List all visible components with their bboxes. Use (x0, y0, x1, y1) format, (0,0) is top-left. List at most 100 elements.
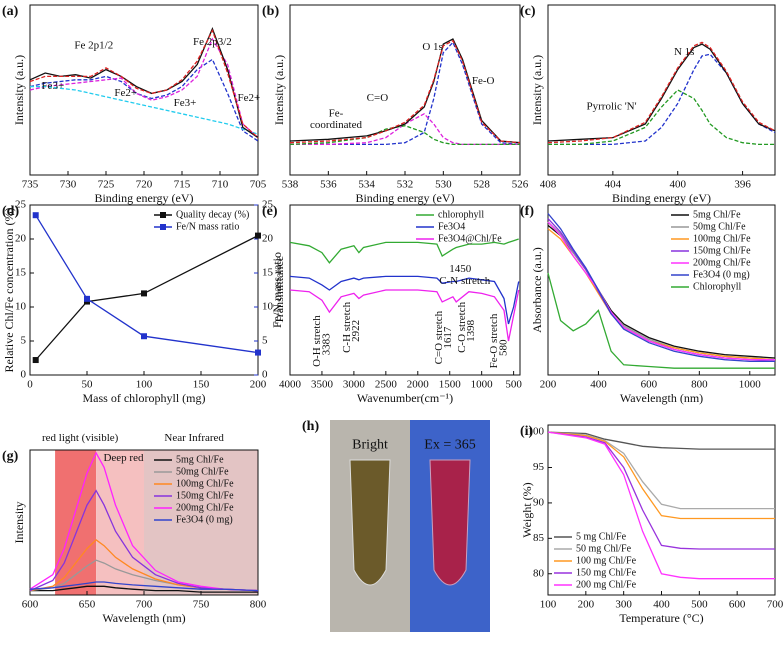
x-tick-label: 3000 (343, 379, 366, 391)
annotation: Deep red (103, 452, 144, 464)
x-tick-label: 400 (590, 379, 607, 391)
x-tick-label: 700 (767, 599, 784, 611)
annotation: O-H stretch (311, 315, 323, 367)
annotation: O 1s (422, 41, 442, 53)
y-tick-label: 90 (533, 496, 545, 508)
x-axis-label: Mass of chlorophyll (mg) (83, 391, 206, 405)
x-tick-label: 500 (691, 599, 708, 611)
legend-label: 50 mg Chl/Fe (576, 543, 632, 554)
legend-label: 200 mg Chl/Fe (576, 579, 637, 590)
x-tick-label: 530 (435, 179, 452, 191)
annotation: coordinated (310, 119, 362, 131)
x-tick-label: 200 (250, 379, 267, 391)
annotation: Fe-O (472, 75, 495, 87)
marker (32, 212, 39, 219)
plot-frame (289, 4, 521, 176)
series-line (547, 221, 775, 361)
x-tick-label: 710 (212, 179, 229, 191)
marker (141, 333, 147, 340)
series-line (35, 235, 259, 361)
y-axis-label: Weight (%) (520, 482, 534, 537)
panel-label: (b) (262, 4, 279, 19)
annotation: Ex = 365 (424, 438, 475, 453)
series-line (547, 431, 775, 550)
x-tick-label: 400 (653, 599, 670, 611)
x-tick-label: 715 (174, 179, 191, 191)
x-tick-label: 600 (22, 599, 39, 611)
y-tick-label: 10 (15, 301, 27, 313)
x-tick-label: 2000 (407, 379, 430, 391)
legend-label: Quality decay (%) (176, 209, 249, 220)
series-line (30, 585, 258, 593)
legend-label: 200mg Chl/Fe (693, 257, 751, 268)
series-line (547, 272, 775, 369)
y2-tick-label: 25 (262, 199, 274, 211)
legend-label: 200mg Chl/Fe (176, 502, 234, 513)
legend-label: 5mg Chl/Fe (176, 454, 224, 465)
tube-left (349, 459, 391, 586)
region (96, 450, 144, 595)
series-line (547, 43, 776, 142)
x-tick-label: 0 (27, 379, 33, 391)
x-tick-label: 720 (136, 179, 153, 191)
region (55, 450, 97, 595)
annotation: C=O (367, 92, 389, 104)
tube-right (429, 459, 471, 586)
series-line (29, 27, 259, 139)
series-line (35, 214, 259, 354)
region (144, 450, 258, 595)
x-tick-label: 730 (60, 179, 77, 191)
annotation: Fe-O stretch (488, 313, 500, 368)
panel-label: (h) (302, 419, 319, 434)
y-tick-label: 20 (15, 233, 27, 245)
y-axis-label: Transmittance (272, 256, 286, 324)
series-line (289, 125, 520, 146)
x-axis-label: Temperature (°C) (619, 611, 703, 625)
legend-label: 100 mg Chl/Fe (576, 555, 637, 566)
series-line (547, 431, 775, 450)
annotation: Fe3+ (174, 97, 197, 109)
panel-label: (g) (2, 449, 19, 464)
annotation: Fe2+ (238, 92, 261, 104)
x-tick-label: 735 (22, 179, 39, 191)
series-line (547, 431, 775, 510)
series-line (29, 37, 259, 139)
legend-label: 150 mg Chl/Fe (576, 567, 637, 578)
series-line (290, 41, 521, 146)
series-line (547, 41, 776, 144)
series-line (29, 58, 259, 142)
x-tick-label: 200 (540, 379, 557, 391)
series-line (29, 28, 259, 139)
annotation: C=O stretch (433, 310, 445, 364)
legend-label: 50mg Chl/Fe (176, 466, 229, 477)
y-axis-label: Relative Chl/Fe concentration (%) (2, 208, 16, 373)
annotation: Fe- (329, 107, 344, 119)
series-line (548, 89, 775, 146)
marker (141, 290, 147, 297)
x-tick-label: 2500 (375, 379, 398, 391)
y-tick-label: 80 (533, 567, 545, 579)
x-tick-label: 532 (397, 179, 414, 191)
x-tick-label: 600 (729, 599, 746, 611)
y-tick-label: 25 (15, 199, 27, 211)
legend-label: 50mg Chl/Fe (693, 221, 746, 232)
series-line (289, 238, 519, 264)
legend-marker (160, 224, 166, 230)
panel-label: (d) (2, 204, 19, 219)
panel-label: (c) (520, 4, 536, 19)
x-tick-label: 500 (505, 379, 522, 391)
annotation: Near Infrared (164, 432, 224, 444)
y-tick-label: 100 (528, 426, 545, 438)
legend-label: 150mg Chl/Fe (176, 490, 234, 501)
x-tick-label: 1000 (739, 379, 762, 391)
legend-label: Fe/N mass ratio (176, 221, 239, 232)
legend-label: 5 mg Chl/Fe (576, 531, 627, 542)
y-tick-label: 5 (21, 335, 27, 347)
x-tick-label: 534 (358, 179, 375, 191)
series-line (547, 431, 775, 580)
y-axis-label: Intensity (a.u.) (12, 55, 26, 125)
x-tick-label: 725 (98, 179, 115, 191)
x-tick-label: 396 (734, 179, 751, 191)
annotation: red light (visible) (42, 432, 119, 444)
